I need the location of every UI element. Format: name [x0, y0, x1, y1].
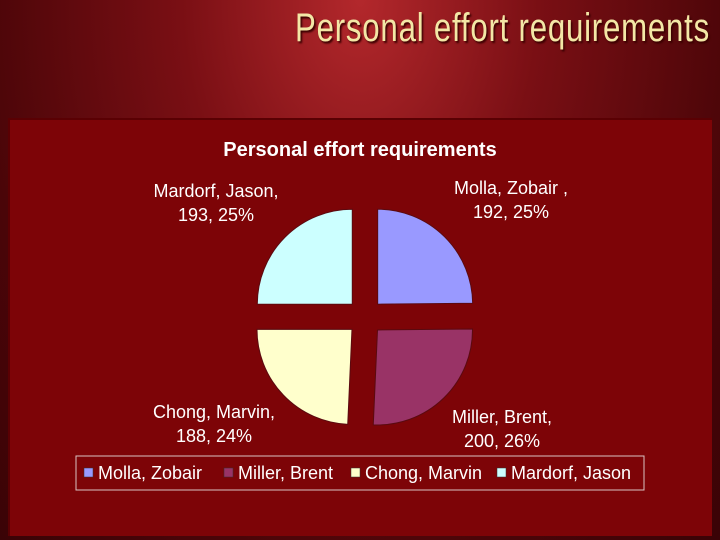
slice-data-label: Miller, Brent, 200, 26% [452, 407, 552, 451]
legend-swatch [83, 467, 94, 478]
legend-entry: Molla, Zobair [98, 463, 202, 483]
legend-entry: Mardorf, Jason [511, 463, 631, 483]
legend-entry: Miller, Brent [238, 463, 333, 483]
chart-area [8, 118, 712, 536]
legend-swatch [496, 467, 507, 478]
pie-slice-molla-zobair [377, 208, 474, 305]
pie-slice-mardorf-jason [256, 208, 353, 305]
legend-box [75, 455, 645, 491]
slice-data-label: Mardorf, Jason, 193, 25% [153, 181, 278, 225]
slice-data-label: Chong, Marvin, 188, 24% [153, 402, 275, 446]
pie-slice-miller-brent [372, 328, 474, 426]
legend-swatch [223, 467, 234, 478]
legend-entry: Chong, Marvin [365, 463, 482, 483]
legend-swatch [350, 467, 361, 478]
slice-data-label: Molla, Zobair , 192, 25% [454, 178, 568, 222]
slide-title: Personal effort requirements [295, 6, 710, 50]
chart-title: Personal effort requirements [223, 139, 496, 161]
pie-slice-chong-marvin [256, 328, 353, 425]
